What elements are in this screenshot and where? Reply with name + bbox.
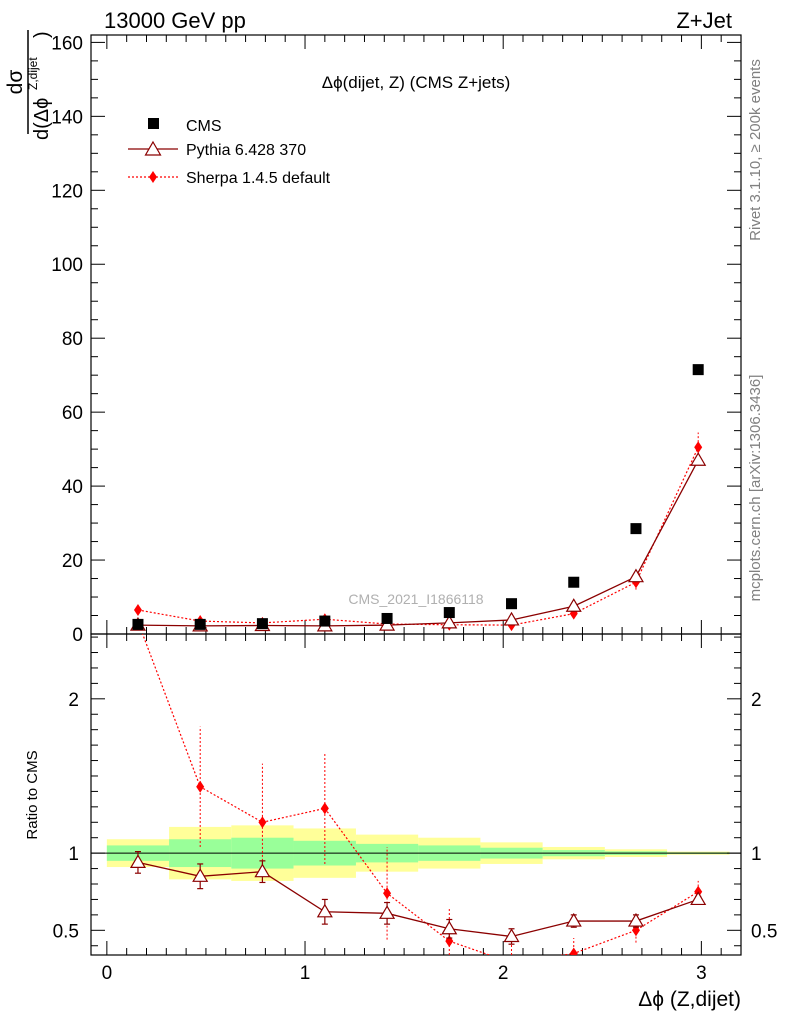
sherpa-ratio-point [383,887,392,900]
legend-marker-cms [148,118,159,129]
cms-point [132,618,144,630]
y-label-close: ) [31,31,53,38]
process-label: Z+Jet [676,8,732,33]
y-tick-label: 80 [62,329,83,350]
y-label-superscript: Z,dijet [26,57,40,90]
ratio-panel-frame [90,633,742,956]
y-tick-label: 20 [62,551,83,572]
ratio-series-group [129,634,707,955]
ratio-axis-ticks: 0.5 0.5 1 1 2 2 [53,636,777,947]
plot-title: Δϕ(dijet, Z) (CMS Z+jets) [322,73,511,92]
collision-label: 13000 GeV pp [104,8,246,33]
ratio-y-label: Ratio to CMS [24,750,41,839]
sherpa-ratio-point [196,780,205,793]
sherpa-ratio-point [320,802,329,815]
cms-point [194,618,206,630]
legend-label-pythia: Pythia 6.428 370 [186,142,306,159]
cms-point [692,364,704,376]
cms-point [630,523,642,535]
sherpa-ratio-group [141,634,703,955]
ratio-tick-label: 0.5 [53,921,79,942]
y-tick-label: 160 [51,33,83,54]
cms-point [319,615,331,627]
pythia-ratio-point [441,920,458,935]
x-tick-label: 0 [102,963,113,984]
ratio-tick-label: 1 [68,844,79,865]
pythia-ratio-point [690,891,707,906]
pythia-ratio-point [565,912,582,927]
legend: CMS Pythia 6.428 370 Sherpa 1.4.5 defaul… [128,118,331,187]
sherpa-point [133,603,142,616]
y-label-denominator: d(Δϕ [31,98,53,140]
pythia-point [441,614,458,629]
ratio-tick-label: 2 [68,690,79,711]
sherpa-point [694,441,703,454]
pythia-ratio-point [254,863,271,878]
cms-point [256,618,268,630]
y-label-numerator: dσ [4,70,27,95]
pythia-ratio-line [137,861,699,938]
legend-marker-pythia [144,140,162,156]
y-axis-label: dσ d(Δϕ Z,dijet ) [4,30,53,140]
pythia-ratio-point [316,903,333,918]
y-tick-label: 140 [51,107,83,128]
x-axis-ticks: 0 1 2 3 [102,35,742,984]
pythia-line [137,459,699,627]
pythia-point [379,616,396,631]
sherpa-ratio-line [141,634,699,955]
y-tick-label: 120 [51,181,83,202]
ratio-tick-label-right: 2 [751,690,762,711]
pythia-ratio-point [503,928,520,943]
sherpa-ratio-point [258,816,267,829]
sherpa-ratio-point [569,947,578,955]
cms-point [568,576,580,588]
x-tick-label: 3 [696,963,707,984]
cms-point [506,598,518,610]
pythia-point [627,568,645,583]
pythia-ratio-point [627,912,645,927]
pythia-point [503,611,520,626]
ratio-tick-label-right: 0.5 [751,921,777,942]
y-tick-label: 40 [62,477,83,498]
ratio-tick-label-right: 1 [751,844,762,865]
y-tick-label: 0 [72,625,83,646]
pythia-point [565,598,582,612]
y-axis-ticks: 0 20 40 60 80 100 120 140 160 [51,33,741,646]
x-tick-label: 1 [300,963,311,984]
legend-marker-sherpa [149,171,157,183]
legend-label-sherpa: Sherpa 1.4.5 default [186,170,331,187]
pythia-point [690,452,707,466]
x-tick-label: 2 [498,963,509,984]
y-tick-label: 100 [51,255,83,276]
cms-point [381,612,393,624]
main-series-group [129,364,707,632]
pythia-ratio-point [129,854,147,869]
analysis-watermark: CMS_2021_I1866118 [348,591,483,607]
cms-point [443,607,455,619]
pythia-ratio-point [379,905,396,919]
mcplots-label: mcplots.cern.ch [arXiv:1306.3436] [747,375,764,602]
rivet-version-label: Rivet 3.1.10, ≥ 200k events [747,59,764,241]
legend-label-cms: CMS [186,118,222,135]
x-axis-label: Δϕ (Z,dijet) [638,988,741,1011]
y-tick-label: 60 [62,403,83,424]
pythia-ratio-point [192,868,209,882]
